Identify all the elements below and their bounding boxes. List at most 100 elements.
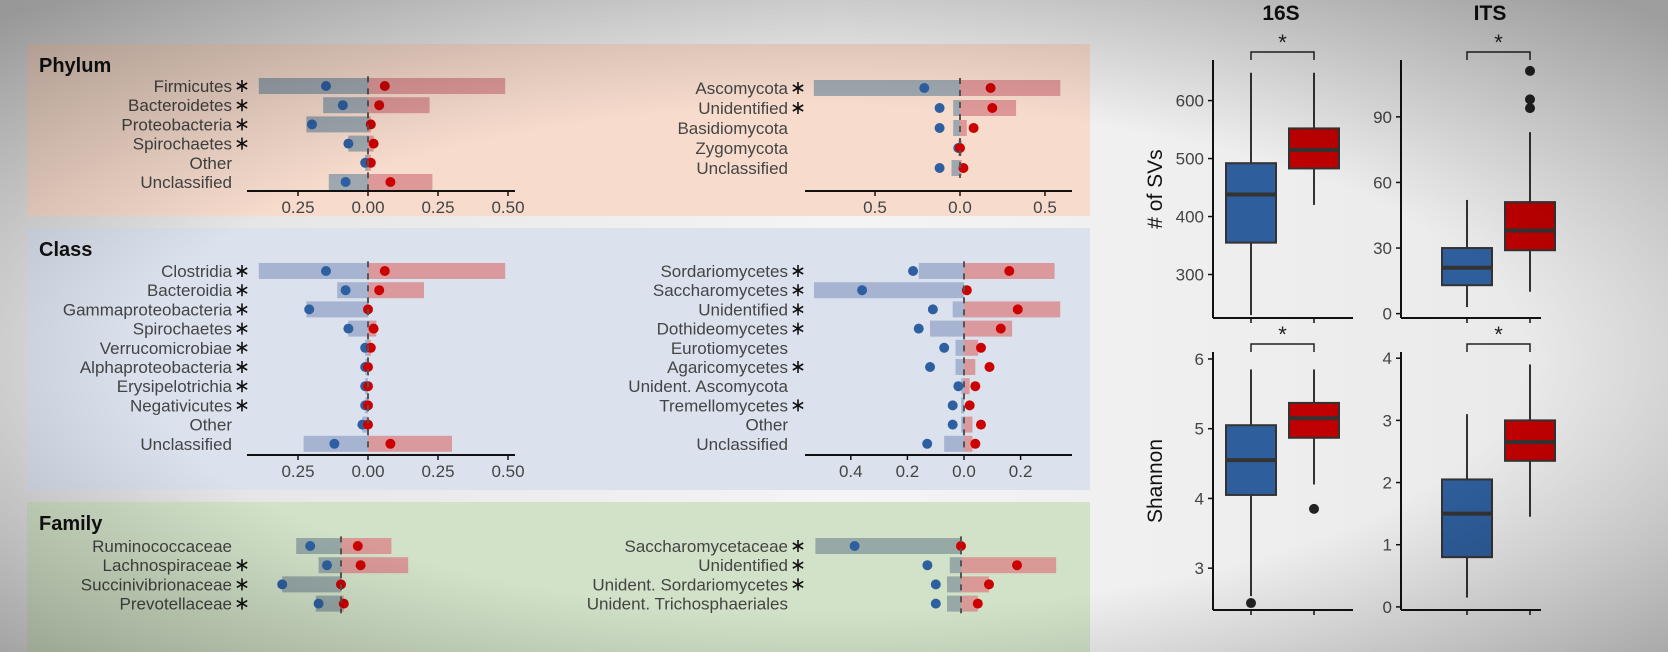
row-label: Agaricomycetes: [667, 358, 788, 377]
dot-red: [379, 81, 390, 91]
significance-asterisk: [236, 380, 248, 393]
asterisk-stroke: [792, 104, 804, 112]
panel-family-background: [27, 502, 1090, 652]
dot-blue: [321, 81, 331, 91]
boxplot-7: 0 30 60 90 ITS *: [1373, 2, 1556, 324]
asterisk-stroke: [236, 82, 248, 90]
dot-blue: [947, 400, 958, 411]
significance-asterisk: [792, 82, 804, 94]
significance-asterisk: [792, 399, 804, 412]
x-tick-label: 0.5: [1033, 198, 1057, 217]
taxa-chart-class-16s: Class ClostridiaBacteroidiaGammaproteobac…: [39, 239, 525, 481]
y-tick-label: 30: [1373, 239, 1392, 258]
x-tick-label: 0.0: [952, 462, 976, 481]
asterisk-stroke: [792, 305, 804, 314]
asterisk-stroke: [236, 344, 248, 352]
bar-its-side: [960, 80, 1061, 96]
dot-red: [374, 100, 385, 111]
dot-red: [385, 438, 396, 449]
bar-its-side: [368, 97, 430, 114]
dot-red: [352, 541, 363, 551]
dot-blue: [908, 266, 919, 276]
y-tick-label: 3: [1195, 559, 1204, 578]
row-label: Erysipelotrichia: [117, 377, 233, 396]
taxa-chart-family-16s: Family RuminococcaceaeLachnospiraceaeSucc…: [39, 513, 409, 614]
row-label: Basidiomycota: [677, 119, 788, 138]
bar-its-side: [368, 263, 506, 279]
row-label: Saccharomycetaceae: [625, 537, 788, 556]
dot-blue: [343, 323, 354, 334]
bar-16s-side: [258, 78, 368, 94]
taxa-chart-phylum-16s: Phylum FirmicutesBacteroidetesProteobacte…: [39, 55, 525, 217]
bar-its-side: [961, 595, 978, 612]
row-label: Dothideomycetes: [657, 320, 788, 339]
outlier-point: [1309, 503, 1319, 514]
significance-asterisk: [236, 559, 248, 572]
bar-its-side: [964, 378, 970, 395]
bar-16s-side: [813, 80, 960, 96]
dot-red: [363, 419, 373, 430]
asterisk-stroke: [792, 363, 804, 371]
significance-asterisk: [236, 80, 248, 92]
y-tick-label: 2: [1383, 474, 1392, 493]
panel-title: Phylum: [39, 55, 111, 77]
y-tick-label: 6: [1195, 350, 1204, 369]
dot-red: [984, 362, 995, 372]
significance-asterisk: [236, 284, 248, 297]
dot-blue: [939, 342, 950, 353]
boxplot-6: 300 400 500 600 16S # of SVs *: [1144, 2, 1353, 323]
significance-bracket: [1466, 343, 1531, 352]
significance-asterisk: [792, 540, 804, 552]
row-label: Unidentified: [698, 300, 788, 319]
asterisk-stroke: [236, 363, 248, 371]
dot-red: [1012, 560, 1022, 571]
y-tick-label: 400: [1176, 208, 1204, 227]
dot-red: [379, 266, 390, 276]
asterisk-stroke: [236, 401, 248, 410]
row-label: Prevotellaceae: [120, 595, 232, 614]
row-label: Unclassified: [696, 435, 788, 454]
boxplot-9: 0 1 2 3 4 *: [1383, 322, 1556, 617]
dot-blue: [277, 579, 288, 590]
bar-its-side: [960, 120, 967, 136]
significance-asterisk: [236, 341, 248, 354]
x-tick-label: 0.25: [421, 198, 454, 217]
bar-its-side: [368, 78, 506, 94]
asterisk-stroke: [792, 580, 804, 589]
dot-red: [956, 541, 966, 551]
row-label: Negativicutes: [130, 396, 232, 415]
outlier-point: [1525, 103, 1535, 114]
row-label: Ruminococcaceae: [92, 537, 232, 556]
x-tick-label: 0.5: [863, 198, 887, 217]
asterisk-stroke: [236, 139, 248, 148]
dot-red: [385, 177, 396, 187]
bar-its-side: [368, 174, 433, 190]
asterisk-stroke: [792, 324, 804, 333]
bar-its-side: [964, 416, 973, 433]
dot-blue: [304, 304, 315, 315]
taxa-chart-class-its: SordariomycetesSaccharomycetesUnidentifi…: [628, 261, 1072, 481]
bar-16s-side: [955, 359, 964, 375]
dot-blue: [922, 560, 933, 571]
asterisk-stroke: [792, 84, 804, 92]
y-tick-label: 0: [1383, 598, 1392, 617]
row-label: Proteobacteria: [121, 115, 232, 134]
dot-red: [968, 123, 979, 133]
asterisk-stroke: [236, 286, 248, 294]
bar-16s-side: [955, 339, 964, 356]
row-label: Gammaproteobacteria: [63, 300, 233, 319]
y-axis-title: # of SVs: [1144, 149, 1167, 228]
dot-blue: [343, 138, 354, 149]
bar-16s-side: [953, 120, 960, 136]
bar-16s-side: [930, 320, 964, 337]
x-tick-label: 0.25: [281, 198, 314, 217]
y-tick-label: 5: [1195, 420, 1204, 439]
dot-blue: [849, 541, 860, 551]
dot-blue: [340, 177, 351, 187]
asterisk-stroke: [792, 267, 804, 275]
asterisk-stroke: [236, 324, 248, 333]
row-label: Other: [189, 154, 232, 173]
dot-red: [363, 362, 373, 372]
